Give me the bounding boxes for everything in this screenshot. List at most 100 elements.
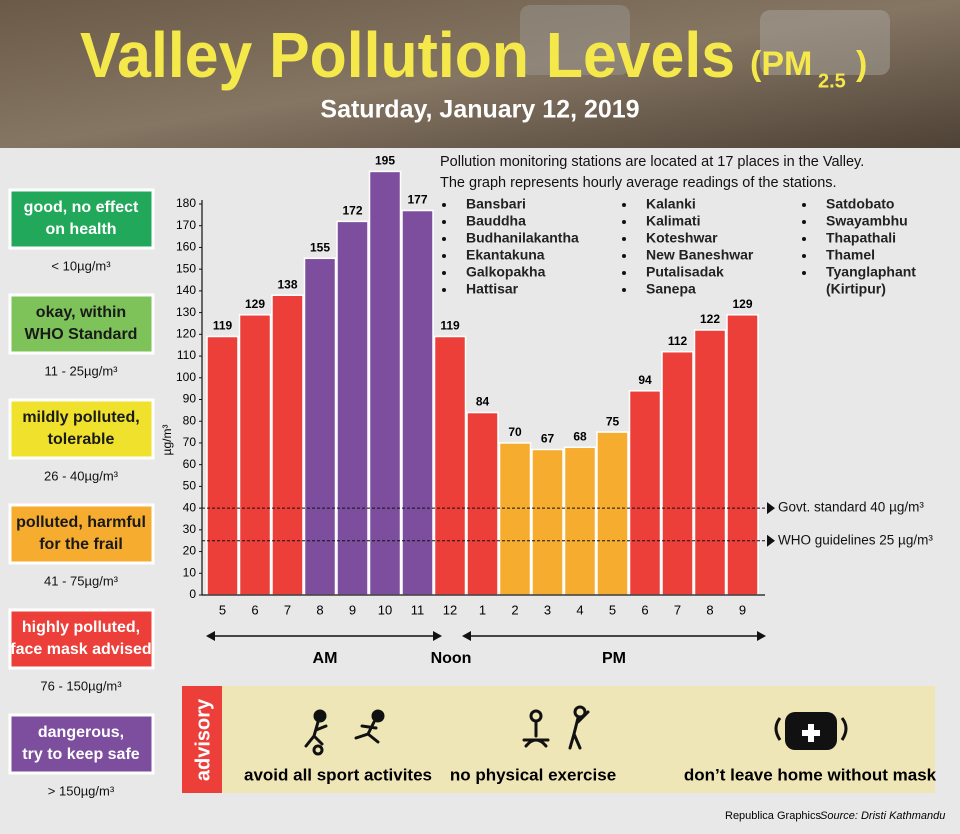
x-tick-label: 8 xyxy=(316,602,323,617)
legend-box xyxy=(8,188,155,250)
value-label: 155 xyxy=(310,240,330,254)
legend-box xyxy=(8,608,155,670)
value-label: 172 xyxy=(342,204,362,218)
station: Budhanilakantha xyxy=(466,230,579,246)
period-label: PM xyxy=(602,650,626,667)
x-tick-label: 3 xyxy=(544,602,551,617)
y-tick-label: 160 xyxy=(176,240,196,254)
value-label: 84 xyxy=(476,395,490,409)
bar xyxy=(498,442,532,596)
y-tick-label: 10 xyxy=(183,565,197,579)
bar xyxy=(596,431,629,596)
date: Saturday, January 12, 2019 xyxy=(320,96,639,124)
bar xyxy=(206,335,239,596)
bar xyxy=(661,350,694,596)
y-tick-label: 40 xyxy=(183,500,197,514)
legend-text: face mask advised xyxy=(10,641,151,658)
value-label: 119 xyxy=(440,319,460,333)
station: Ekantakuna xyxy=(466,247,545,263)
y-tick-label: 100 xyxy=(176,370,196,384)
advisory-item: avoid all sport activites xyxy=(244,765,432,784)
y-tick-label: 0 xyxy=(189,587,196,601)
legend-range: 11 - 25µg/m³ xyxy=(45,363,119,378)
value-label: 129 xyxy=(245,297,265,311)
legend-text: for the frail xyxy=(39,536,123,553)
bullet xyxy=(622,220,626,224)
period-label: Noon xyxy=(431,650,472,667)
info-text: Pollution monitoring stations are locate… xyxy=(440,154,864,170)
value-label: 68 xyxy=(573,429,587,443)
x-tick-label: 12 xyxy=(443,602,457,617)
bar xyxy=(433,335,467,596)
y-tick-label: 110 xyxy=(177,348,196,362)
source: Source: Dristi Kathmandu xyxy=(820,810,945,822)
x-tick-label: 1 xyxy=(479,602,486,617)
exercise-icons xyxy=(522,705,590,750)
bullet xyxy=(802,271,806,275)
photo-car xyxy=(520,5,630,75)
legend-box xyxy=(8,398,155,460)
x-tick-label: 2 xyxy=(511,602,518,617)
station: Bansbari xyxy=(466,196,526,212)
y-tick-label: 180 xyxy=(176,196,196,210)
legend-text: on health xyxy=(45,221,116,238)
bullet xyxy=(802,237,806,241)
legend-range: > 150µg/m³ xyxy=(48,783,115,798)
station: Bauddha xyxy=(466,213,526,229)
legend-text: try to keep safe xyxy=(22,746,139,763)
bullet xyxy=(442,203,446,207)
photo-car xyxy=(760,10,890,75)
legend-text: good, no effect xyxy=(24,199,139,216)
station: Koteshwar xyxy=(646,230,718,246)
bullet xyxy=(442,237,446,241)
bar xyxy=(466,411,499,596)
legend-text: WHO Standard xyxy=(25,326,138,343)
x-tick-label: 11 xyxy=(411,602,425,617)
legend-text: polluted, harmful xyxy=(16,514,146,531)
station: Galkopakha xyxy=(466,264,546,280)
station: New Baneshwar xyxy=(646,247,754,263)
station: Sanepa xyxy=(646,281,696,297)
bullet xyxy=(802,203,806,207)
x-tick-label: 4 xyxy=(576,602,583,617)
legend-range: 41 - 75µg/m³ xyxy=(44,573,119,588)
bullet xyxy=(442,254,446,258)
reference-label: Govt. standard 40 µg/m³ xyxy=(778,500,924,515)
bar xyxy=(368,170,402,596)
bar xyxy=(303,257,337,596)
bullet xyxy=(802,254,806,258)
value-label: 112 xyxy=(668,334,688,348)
y-tick-label: 20 xyxy=(183,544,197,558)
x-tick-label: 10 xyxy=(378,602,392,617)
value-label: 67 xyxy=(541,432,555,446)
value-label: 177 xyxy=(407,193,427,207)
title: Valley Pollution Levels xyxy=(80,19,735,91)
y-tick-label: 50 xyxy=(183,479,197,493)
bullet xyxy=(622,203,626,207)
station: Hattisar xyxy=(466,281,519,297)
x-tick-label: 8 xyxy=(706,602,713,617)
reference-label: WHO guidelines 25 µg/m³ xyxy=(778,532,933,547)
legend-range: 26 - 40µg/m³ xyxy=(44,468,119,483)
bullet xyxy=(622,237,626,241)
legend-range: 76 - 150µg/m³ xyxy=(40,678,122,693)
value-label: 122 xyxy=(700,312,720,326)
x-tick-label: 6 xyxy=(251,602,258,617)
bar xyxy=(238,314,272,596)
x-tick-label: 5 xyxy=(609,602,616,617)
bullet xyxy=(622,288,626,292)
value-label: 195 xyxy=(375,154,395,168)
station: Tyanglaphant xyxy=(826,264,916,280)
y-tick-label: 80 xyxy=(183,413,197,427)
x-tick-label: 6 xyxy=(641,602,648,617)
period-label: AM xyxy=(313,650,338,667)
legend-text: okay, within xyxy=(36,304,126,321)
value-label: 129 xyxy=(732,297,752,311)
y-tick-label: 90 xyxy=(183,392,197,406)
bar xyxy=(693,329,727,596)
x-tick-label: 5 xyxy=(219,602,226,617)
legend-box xyxy=(8,293,155,355)
bar xyxy=(336,220,369,596)
legend-text: tolerable xyxy=(48,431,115,448)
x-tick-label: 9 xyxy=(739,602,746,617)
